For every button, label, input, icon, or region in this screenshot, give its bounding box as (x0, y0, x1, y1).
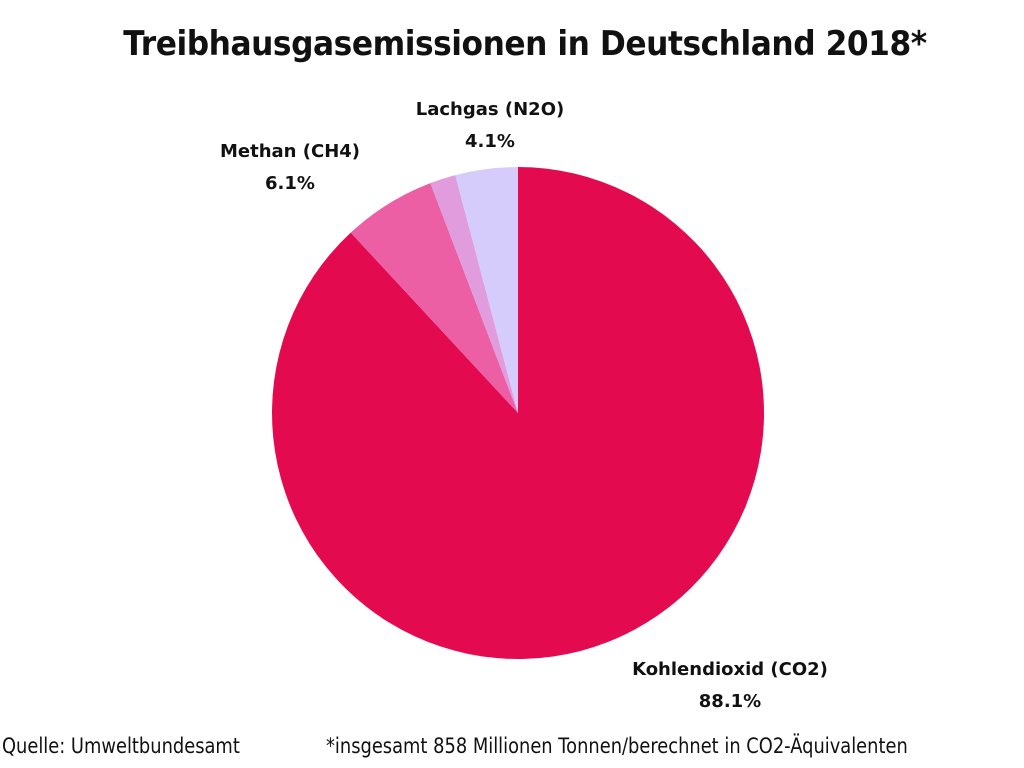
slice-n2o (455, 167, 518, 413)
slice-other (430, 175, 518, 413)
label-ch4: Methan (CH4) 6.1% (190, 136, 390, 200)
label-n2o: Lachgas (N2O) 4.1% (390, 94, 590, 158)
chart-title: Treibhausgasemissionen in Deutschland 20… (123, 24, 927, 64)
label-n2o-value: 4.1% (465, 131, 515, 152)
label-n2o-name: Lachgas (N2O) (415, 99, 565, 120)
slice-ch4 (350, 183, 518, 413)
label-ch4-value: 6.1% (265, 173, 315, 194)
label-co2: Kohlendioxid (CO2) 88.1% (610, 654, 850, 718)
label-co2-name: Kohlendioxid (CO2) (632, 659, 828, 680)
label-co2-value: 88.1% (698, 691, 762, 712)
source-note: Quelle: Umweltbundesamt (2, 734, 240, 758)
label-ch4-name: Methan (CH4) (219, 141, 361, 162)
total-note: *insgesamt 858 Millionen Tonnen/berechne… (326, 734, 908, 758)
